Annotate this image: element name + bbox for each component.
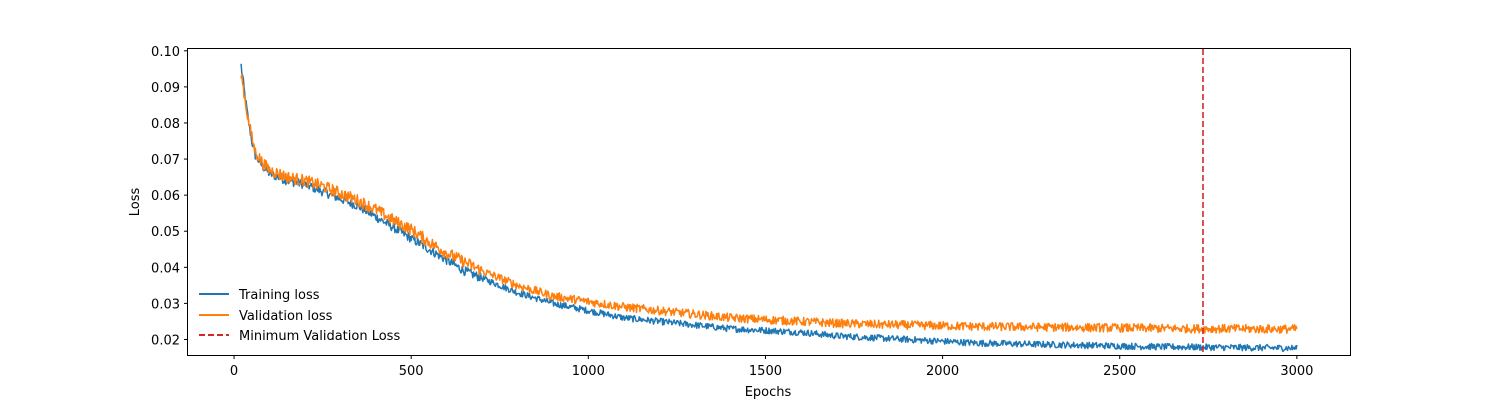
y-tick-label: 0.02 bbox=[151, 333, 180, 348]
x-axis-ticks: 0 500 1000 1500 2000 2500 3000 bbox=[230, 355, 1313, 379]
y-tick-label: 0.09 bbox=[151, 81, 180, 96]
legend: Training loss Validation loss Minimum Va… bbox=[199, 288, 400, 344]
x-tick-label: 2500 bbox=[1103, 364, 1136, 379]
y-axis-ticks: 0.02 0.03 0.04 0.05 0.06 0.07 0.08 0.09 0.10 bbox=[151, 45, 188, 348]
x-tick-label: 2000 bbox=[926, 364, 959, 379]
x-tick-label: 3000 bbox=[1280, 364, 1313, 379]
y-tick-label: 0.07 bbox=[151, 153, 180, 168]
plot-lines bbox=[240, 49, 1298, 355]
y-tick-label: 0.06 bbox=[151, 189, 180, 204]
y-tick-label: 0.04 bbox=[151, 261, 180, 276]
legend-label-min-val: Minimum Validation Loss bbox=[239, 329, 400, 344]
y-tick-label: 0.10 bbox=[151, 45, 180, 60]
y-tick-label: 0.03 bbox=[151, 297, 180, 312]
x-tick-label: 0 bbox=[230, 364, 238, 379]
plot-frame bbox=[187, 48, 1351, 356]
y-tick-label: 0.05 bbox=[151, 225, 180, 240]
x-tick-label: 1000 bbox=[572, 364, 605, 379]
y-tick-label: 0.08 bbox=[151, 117, 180, 132]
legend-label-training: Training loss bbox=[238, 288, 320, 303]
x-tick-label: 1500 bbox=[749, 364, 782, 379]
y-axis-label: Loss bbox=[128, 188, 143, 217]
x-tick-label: 500 bbox=[399, 364, 424, 379]
training-loss-line bbox=[240, 63, 1298, 352]
x-axis-label: Epochs bbox=[745, 385, 792, 400]
legend-label-validation: Validation loss bbox=[239, 309, 333, 324]
validation-loss-line bbox=[240, 73, 1298, 334]
